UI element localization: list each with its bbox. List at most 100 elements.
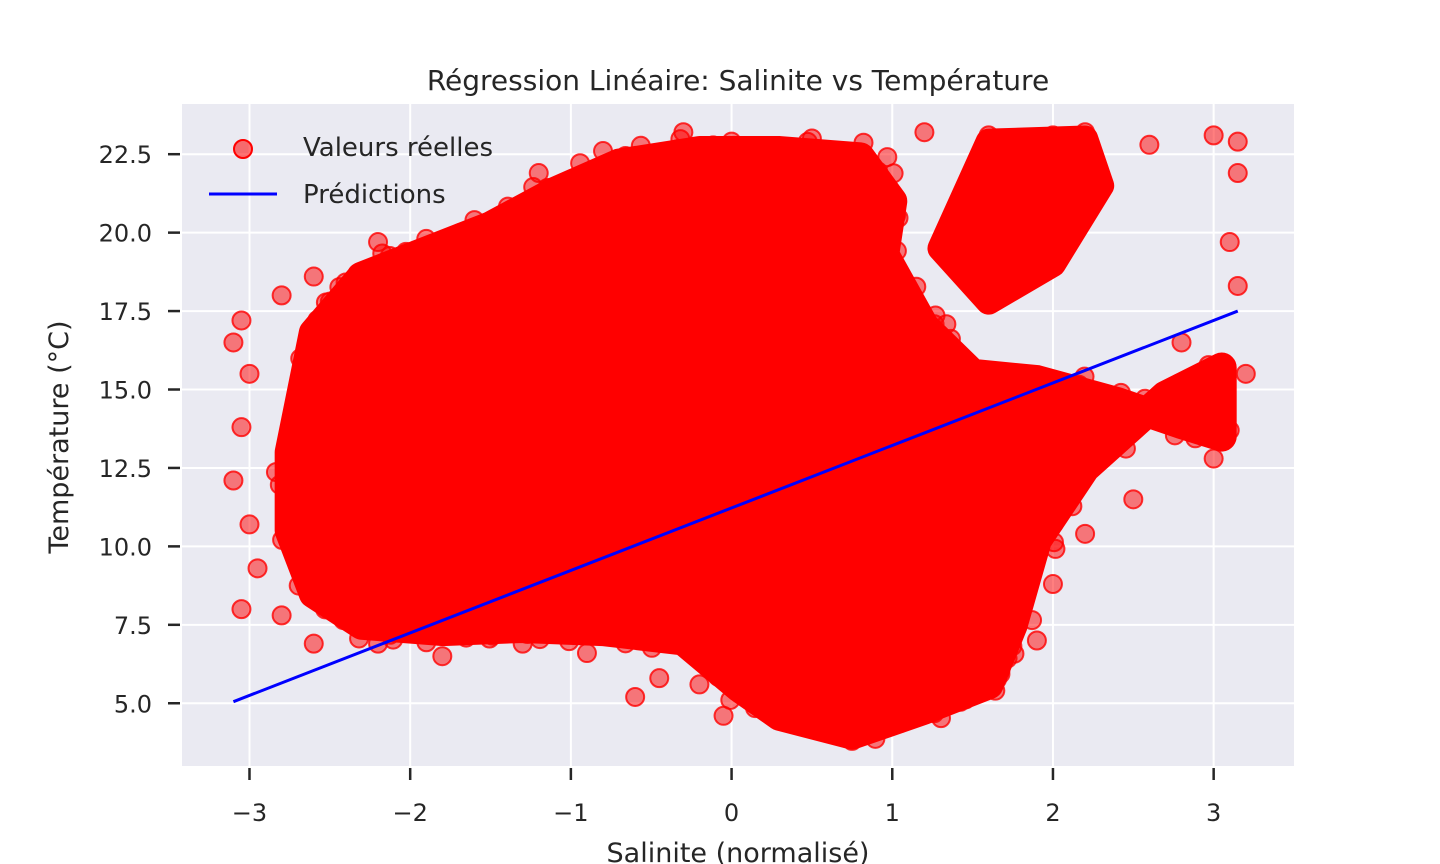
- scatter-point: [379, 245, 400, 266]
- scatter-point: [1198, 355, 1219, 376]
- scatter-point: [1164, 425, 1185, 446]
- scatter-point: [1011, 530, 1032, 551]
- scatter-point: [231, 599, 252, 620]
- scatter-point: [292, 416, 313, 437]
- scatter-point: [863, 266, 884, 287]
- scatter-point: [329, 277, 350, 298]
- scatter-point: [1227, 131, 1248, 152]
- scatter-point: [649, 668, 670, 689]
- scatter-point: [309, 581, 330, 602]
- scatter-point: [272, 529, 293, 550]
- chart-title: Régression Linéaire: Salinite vs Tempéra…: [427, 64, 1049, 97]
- scatter-point: [307, 309, 328, 330]
- scatter-point: [523, 177, 544, 198]
- scatter-point: [1066, 445, 1087, 466]
- scatter-point: [954, 439, 975, 460]
- scatter-point: [874, 191, 895, 212]
- scatter-point: [950, 691, 971, 712]
- legend: Valeurs réelles Prédictions: [209, 133, 493, 210]
- scatter-point: [456, 627, 477, 648]
- scatter-point: [871, 224, 892, 245]
- scatter-point: [965, 379, 986, 400]
- scatter-point: [529, 629, 550, 650]
- scatter-point: [1235, 363, 1256, 384]
- scatter-point: [290, 348, 311, 369]
- scatter-point: [392, 606, 413, 627]
- y-tick-label: 10.0: [99, 533, 152, 561]
- scatter-point: [593, 141, 614, 162]
- scatter-point: [1175, 372, 1196, 393]
- scatter-point: [987, 364, 1008, 385]
- scatter-point: [720, 689, 741, 710]
- scatter-point: [288, 515, 309, 536]
- x-axis-title: Salinite (normalisé): [607, 838, 870, 864]
- scatter-point: [828, 149, 849, 170]
- scatter-point: [990, 664, 1011, 685]
- scatter-point: [931, 708, 952, 729]
- scatter-point: [753, 316, 774, 337]
- scatter-point: [1194, 393, 1215, 414]
- scatter-point: [271, 285, 292, 306]
- scatter-point: [315, 599, 336, 620]
- scatter-point: [470, 608, 491, 629]
- scatter-point: [381, 262, 402, 283]
- y-tick-label: 5.0: [114, 690, 152, 718]
- scatter-point: [1159, 382, 1180, 403]
- scatter-point: [1133, 410, 1154, 431]
- scatter-point: [719, 664, 740, 685]
- prediction-line: [232, 309, 1239, 704]
- scatter-point: [303, 633, 324, 654]
- scatter-point: [239, 514, 260, 535]
- scatter-point: [1096, 385, 1117, 406]
- x-tick-label: 2: [1045, 799, 1060, 827]
- scatter-point: [653, 159, 674, 180]
- scatter-point: [628, 623, 649, 644]
- scatter-point: [449, 223, 470, 244]
- scatter-point: [985, 680, 1006, 701]
- prediction-line-group: [232, 309, 1239, 704]
- x-tick-label: 0: [724, 799, 739, 827]
- scatter-point: [223, 332, 244, 353]
- y-axis: 5.0 7.5 10.0 12.5 15.0 17.5 20.0 22.5: [99, 141, 180, 718]
- scatter-point: [906, 276, 927, 297]
- y-tick-label: 17.5: [99, 298, 152, 326]
- x-tick-label: −1: [553, 799, 588, 827]
- scatter-point: [889, 713, 910, 734]
- scatter-point: [223, 470, 244, 491]
- scatter-point: [503, 221, 524, 242]
- scatter-point: [294, 448, 315, 469]
- scatter-point: [909, 696, 930, 717]
- scatter-point: [247, 558, 268, 579]
- scatter-point: [303, 266, 324, 287]
- scatter-point: [269, 474, 290, 495]
- scatter-point: [239, 363, 260, 384]
- scatter-point: [930, 347, 951, 368]
- scatter-point: [886, 240, 907, 261]
- legend-marker-scatter: [233, 139, 253, 159]
- scatter-point: [1045, 538, 1066, 559]
- scatter-point: [745, 693, 766, 714]
- y-tick-label: 7.5: [114, 612, 152, 640]
- scatter-point: [231, 310, 252, 331]
- scatter-point: [608, 625, 629, 646]
- scatter-point: [1227, 163, 1248, 184]
- x-tick-label: −2: [392, 799, 427, 827]
- scatter-point: [784, 700, 805, 721]
- scatter-point: [721, 131, 742, 152]
- scatter-point: [479, 628, 500, 649]
- scatter-point: [1069, 374, 1090, 395]
- scatter-point: [231, 417, 252, 438]
- scatter-point: [1123, 489, 1144, 510]
- scatter-point: [549, 189, 570, 210]
- scatter-point: [758, 154, 779, 175]
- scatter-point: [868, 161, 889, 182]
- scatter-point: [1203, 125, 1224, 146]
- y-axis-title: Température (°C): [44, 320, 75, 554]
- scatter-point: [842, 717, 863, 738]
- scatter-point: [1203, 448, 1224, 469]
- scatter-point: [713, 151, 734, 172]
- scatter-point: [645, 629, 666, 650]
- scatter-point: [1219, 232, 1240, 253]
- scatter-point: [761, 702, 782, 723]
